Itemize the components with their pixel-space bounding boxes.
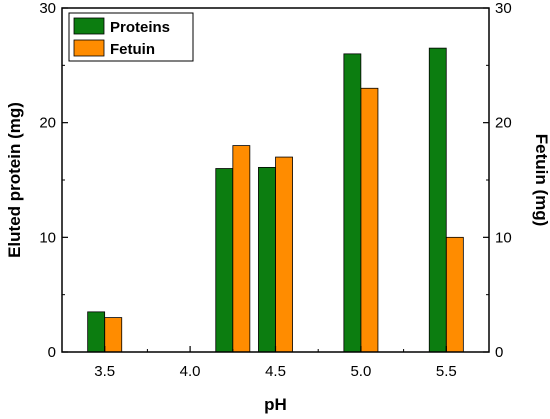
bar-proteins-3 [343, 53, 362, 353]
ticks-layer: 3.5 4.0 4.5 5.0 5.5 0 0 10 10 20 20 30 30 [39, 0, 511, 380]
bar-fetuin-1 [232, 145, 251, 353]
y-right-tick-label-0: 0 [495, 344, 503, 361]
y-axis-title-right: Fetuin (mg) [532, 134, 550, 227]
legend-swatch-fetuin [73, 39, 105, 57]
y-right-tick-label-2: 20 [495, 115, 512, 132]
bars-layer [87, 47, 464, 353]
legend: Proteins Fetuin [68, 12, 194, 62]
y-axis-title-left: Eluted protein (mg) [5, 102, 24, 258]
y-left-tick-label-3: 30 [39, 0, 56, 17]
y-right-tick-label-1: 10 [495, 229, 512, 246]
x-tick-label-3: 5.0 [350, 363, 371, 380]
legend-label-proteins: Proteins [110, 19, 170, 36]
y-right-tick-label-3: 30 [495, 0, 512, 17]
y-left-tick-label-1: 10 [39, 229, 56, 246]
x-axis-title: pH [264, 395, 287, 414]
x-tick-label-1: 4.0 [180, 363, 201, 380]
bar-fetuin-3 [360, 87, 379, 353]
bar-proteins-4 [428, 47, 447, 353]
x-tick-label-4: 5.5 [436, 363, 457, 380]
bar-proteins-1 [215, 168, 234, 353]
bar-fetuin-4 [445, 236, 464, 353]
legend-swatch-proteins [73, 17, 105, 35]
bar-proteins-0 [87, 311, 106, 353]
bar-fetuin-2 [275, 156, 293, 353]
y-left-tick-label-0: 0 [48, 344, 56, 361]
bar-fetuin-0 [104, 317, 123, 353]
bar-proteins-2 [258, 166, 276, 353]
y-left-tick-label-2: 20 [39, 115, 56, 132]
legend-label-fetuin: Fetuin [110, 41, 155, 58]
x-tick-label-2: 4.5 [265, 363, 286, 380]
x-tick-label-0: 3.5 [94, 363, 115, 380]
